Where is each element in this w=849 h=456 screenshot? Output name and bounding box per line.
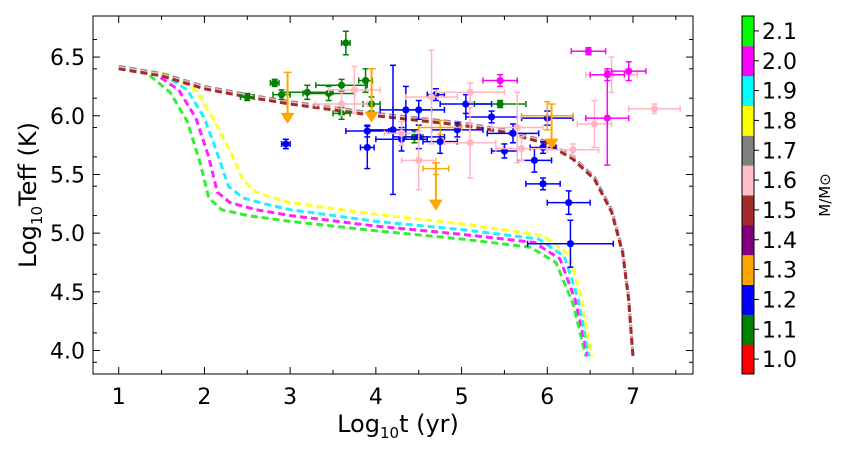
y-axis-ticks: 4.0 4.5 5.0 5.5 6.0 6.5 [50,38,693,365]
data-point-38-marker [466,139,474,147]
data-point-1-marker [271,79,279,87]
x-tick-label: 4 [369,385,383,410]
x-axis-ticks: 1 2 3 4 5 6 7 [112,16,677,410]
data-point-30-marker [539,180,547,188]
track-2.0 [118,65,590,357]
colorbar-segment-1.5 [742,195,754,226]
upper-limit-2-arrowhead [428,199,443,211]
colorbar-segment-2.1 [742,16,754,47]
y-tick-label: 5.5 [50,163,85,188]
data-point-28-marker [539,143,547,152]
x-tick-label: 6 [540,385,554,410]
data-point-32-marker [566,240,575,248]
data-point-6-marker [337,81,346,89]
data-point-11-marker [496,100,504,108]
data-point-50-marker [603,114,611,122]
data-point-43-marker [590,120,599,128]
x-axis-label: Log10t (yr) [337,410,459,442]
x-tick-label: 5 [455,385,469,410]
colorbar-label: 1.4 [762,229,797,254]
data-point-0-marker [243,93,251,101]
y-axis-label: Log10Teff (K) [14,122,46,268]
data-point-27-marker [530,156,539,164]
data-point-46-marker [496,76,504,85]
upper-limits [280,68,559,211]
data-point-7-marker [361,76,370,85]
x-tick-label: 3 [283,385,297,410]
data-point-47-marker [584,47,593,55]
data-point-49-marker [625,67,633,75]
colorbar-segment-1.2 [742,284,754,315]
colorbar-segment-1.9 [742,75,754,106]
colorbar-segment-2.0 [742,45,754,77]
data-point-42-marker [569,146,577,154]
y-tick-label: 6.5 [50,46,85,71]
data-point-39-marker [466,88,474,96]
data-point-31-marker [565,199,573,207]
data-point-26-marker [509,129,517,137]
x-tick-label: 1 [112,385,126,410]
colorbar-segment-1.6 [742,165,754,196]
upper-limit-0-arrowhead [280,112,295,124]
colorbar-label: 1.6 [762,169,797,194]
colorbar: 1.0 1.1 1.2 1.3 1.4 1.5 1.6 1.7 1.8 1.9 2.0 2.1 [741,15,797,375]
upper-limit-1-arrowhead [364,111,379,123]
plot-frame [92,15,694,375]
y-tick-label: 4.5 [50,281,85,306]
y-tick-label: 4.0 [50,340,85,365]
colorbar-segment-1.8 [742,105,754,136]
data-points [239,30,681,268]
data-point-40-marker [513,123,521,132]
track-1.9 [118,65,591,357]
upper-limit-3-arrowhead [544,138,559,150]
colorbar-label: 1.7 [762,139,797,164]
x-tick-label: 2 [197,385,211,410]
colorbar-title: M/M⊙ [816,173,834,217]
colorbar-label: 1.9 [762,80,797,105]
data-point-12-marker [282,140,290,148]
data-point-3-marker [303,88,311,96]
x-tick-label: 7 [626,385,640,410]
colorbar-frame [741,15,755,375]
data-point-37-marker [415,156,423,164]
colorbar-label: 1.1 [762,318,797,343]
colorbar-segment-1.4 [742,224,754,256]
colorbar-label: 1.0 [762,348,797,373]
track-2.1 [118,65,588,357]
data-point-15-marker [389,126,397,134]
data-point-5-marker [342,39,350,47]
colorbar-label: 1.2 [762,288,797,313]
data-point-36-marker [427,93,436,101]
data-point-19-marker [415,106,423,114]
y-tick-label: 5.0 [50,222,85,247]
data-point-41-marker [517,145,526,153]
data-point-20-marker [436,137,444,146]
data-point-24-marker [487,113,496,121]
colorbar-segment-1.1 [742,314,754,345]
data-point-13-marker [363,143,371,152]
colorbar-segment-1.0 [742,344,754,375]
colorbar-segment-1.7 [742,135,754,166]
data-point-4-marker [325,89,333,98]
data-point-45-marker [650,105,659,113]
y-tick-label: 6.0 [50,105,85,130]
data-point-33-marker [337,100,346,108]
colorbar-label: 1.5 [762,199,797,224]
colorbar-label: 2.1 [762,20,797,45]
colorbar-segment-1.3 [742,254,754,285]
data-point-34-marker [350,86,359,94]
colorbar-label: 1.8 [762,109,797,134]
data-point-35-marker [397,129,406,137]
colorbar-label: 1.3 [762,259,797,284]
colorbar-label: 2.0 [762,50,797,75]
